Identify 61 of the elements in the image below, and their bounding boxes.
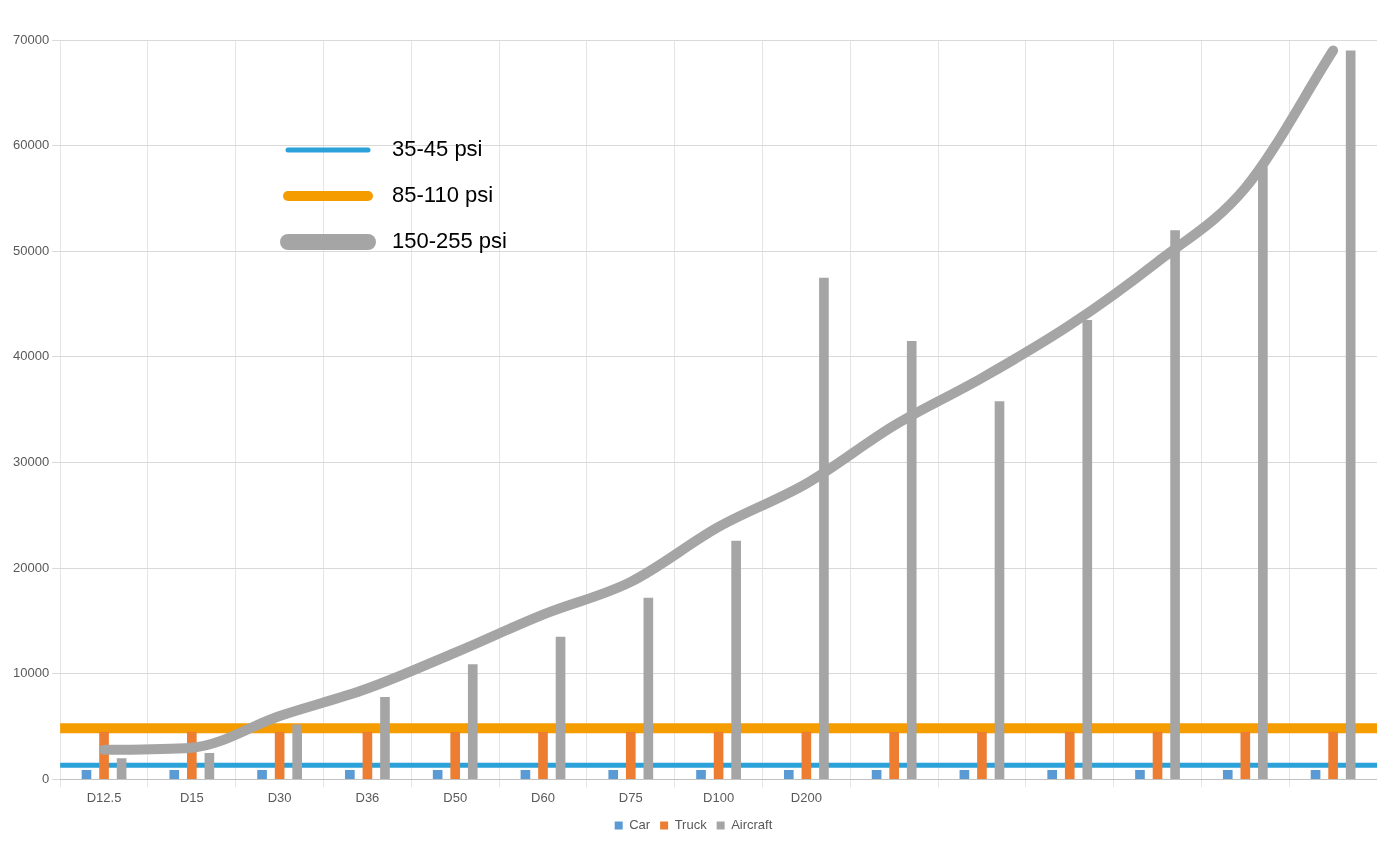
bar [1310, 769, 1321, 779]
bar [169, 769, 180, 779]
bar [889, 731, 899, 779]
bar [432, 769, 443, 779]
x-tick-label: D12.5 [86, 789, 122, 805]
legend-label: 35-45 psi [392, 136, 483, 162]
legend-label: Car [629, 817, 651, 833]
bar [345, 769, 355, 779]
bar [116, 758, 127, 779]
x-tick-label: D36 [355, 789, 380, 805]
bar [731, 540, 741, 779]
legend-label: Truck [674, 817, 708, 833]
bar [555, 636, 566, 779]
x-tick-label: D200 [790, 789, 822, 805]
bar [643, 597, 654, 779]
bar [713, 731, 724, 779]
x-tick-label: D50 [443, 789, 468, 805]
x-tick-label: D30 [267, 789, 292, 805]
bar [450, 731, 461, 779]
x-tick-label: D100 [703, 789, 735, 805]
bar [1135, 769, 1145, 779]
bar [1328, 731, 1338, 779]
bar [520, 769, 531, 779]
bar [625, 731, 636, 779]
legend-label: Aircraft [731, 817, 773, 833]
bar [994, 401, 1005, 779]
bar [1345, 50, 1356, 779]
x-tick-label: D15 [179, 789, 204, 805]
x-tick-label: D75 [618, 789, 643, 805]
y-tick-label: 0 [41, 770, 50, 786]
y-tick-label: 10000 [12, 665, 50, 681]
y-tick-label: 30000 [12, 454, 50, 470]
bar [871, 769, 882, 779]
bar [977, 731, 987, 779]
bar [783, 769, 794, 779]
y-tick-label: 60000 [12, 137, 50, 153]
bar [1152, 731, 1163, 779]
bar [1047, 769, 1058, 779]
bar [608, 769, 619, 779]
bar [81, 769, 92, 779]
x-tick-label: D60 [531, 789, 555, 805]
bar [467, 664, 478, 779]
bar [274, 731, 285, 779]
bar [538, 731, 548, 779]
y-tick-label: 40000 [12, 348, 50, 364]
bar [380, 697, 390, 779]
bar [696, 769, 706, 779]
bar [1064, 731, 1075, 779]
bar [362, 731, 373, 779]
bar [1222, 769, 1233, 779]
bar [292, 724, 303, 779]
bar [257, 769, 267, 779]
bar [959, 769, 970, 779]
y-tick-label: 50000 [12, 242, 50, 258]
y-tick-label: 70000 [12, 31, 50, 47]
y-tick-label: 20000 [12, 559, 50, 575]
legend-label: 150-255 psi [392, 228, 507, 254]
bar [801, 731, 812, 779]
bar [1240, 731, 1251, 779]
legend-label: 85-110 psi [392, 182, 494, 208]
bar [204, 752, 215, 779]
